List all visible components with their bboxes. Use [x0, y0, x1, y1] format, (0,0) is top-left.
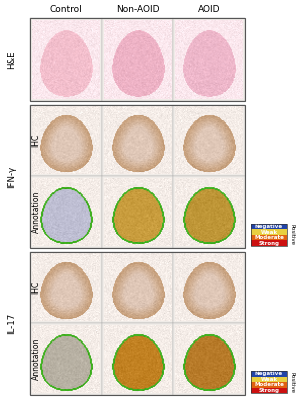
Text: AOID: AOID: [198, 4, 220, 14]
Bar: [102, 176, 173, 248]
Bar: [30, 105, 245, 248]
Text: Annotation: Annotation: [32, 191, 40, 233]
Bar: [173, 324, 245, 395]
Bar: [102, 324, 173, 395]
Bar: [251, 240, 287, 246]
Text: IL-17: IL-17: [8, 313, 16, 334]
Bar: [251, 230, 287, 235]
Text: Control: Control: [50, 4, 82, 14]
Text: Non-AOID: Non-AOID: [116, 4, 159, 14]
Text: Weak: Weak: [260, 230, 278, 235]
Bar: [173, 252, 245, 324]
Text: IHC: IHC: [32, 281, 40, 294]
Text: Moderate: Moderate: [254, 235, 284, 240]
Bar: [102, 252, 173, 324]
Bar: [251, 371, 287, 376]
Bar: [30, 324, 102, 395]
Text: Moderate: Moderate: [254, 382, 284, 387]
Bar: [251, 388, 287, 393]
Bar: [102, 105, 173, 176]
Bar: [173, 18, 245, 101]
Text: IFN-γ: IFN-γ: [8, 165, 16, 188]
Text: Strong: Strong: [259, 388, 280, 393]
Bar: [251, 376, 287, 382]
Bar: [251, 224, 287, 230]
Text: Negative: Negative: [255, 224, 283, 229]
Text: Strong: Strong: [259, 241, 280, 246]
Bar: [30, 176, 102, 248]
Bar: [102, 18, 173, 101]
Text: IHC: IHC: [32, 134, 40, 147]
Bar: [30, 105, 102, 176]
Bar: [173, 176, 245, 248]
Bar: [173, 105, 245, 176]
Text: Weak: Weak: [260, 377, 278, 382]
Text: H&E: H&E: [8, 50, 16, 69]
Text: Positive: Positive: [290, 372, 295, 392]
Bar: [251, 371, 287, 393]
Bar: [251, 224, 287, 246]
Bar: [30, 18, 102, 101]
Bar: [30, 252, 245, 395]
Text: Annotation: Annotation: [32, 338, 40, 380]
Text: Positive: Positive: [290, 224, 295, 246]
Bar: [251, 235, 287, 240]
Text: Negative: Negative: [255, 371, 283, 376]
Bar: [30, 252, 102, 324]
Bar: [30, 18, 245, 101]
Bar: [251, 382, 287, 388]
